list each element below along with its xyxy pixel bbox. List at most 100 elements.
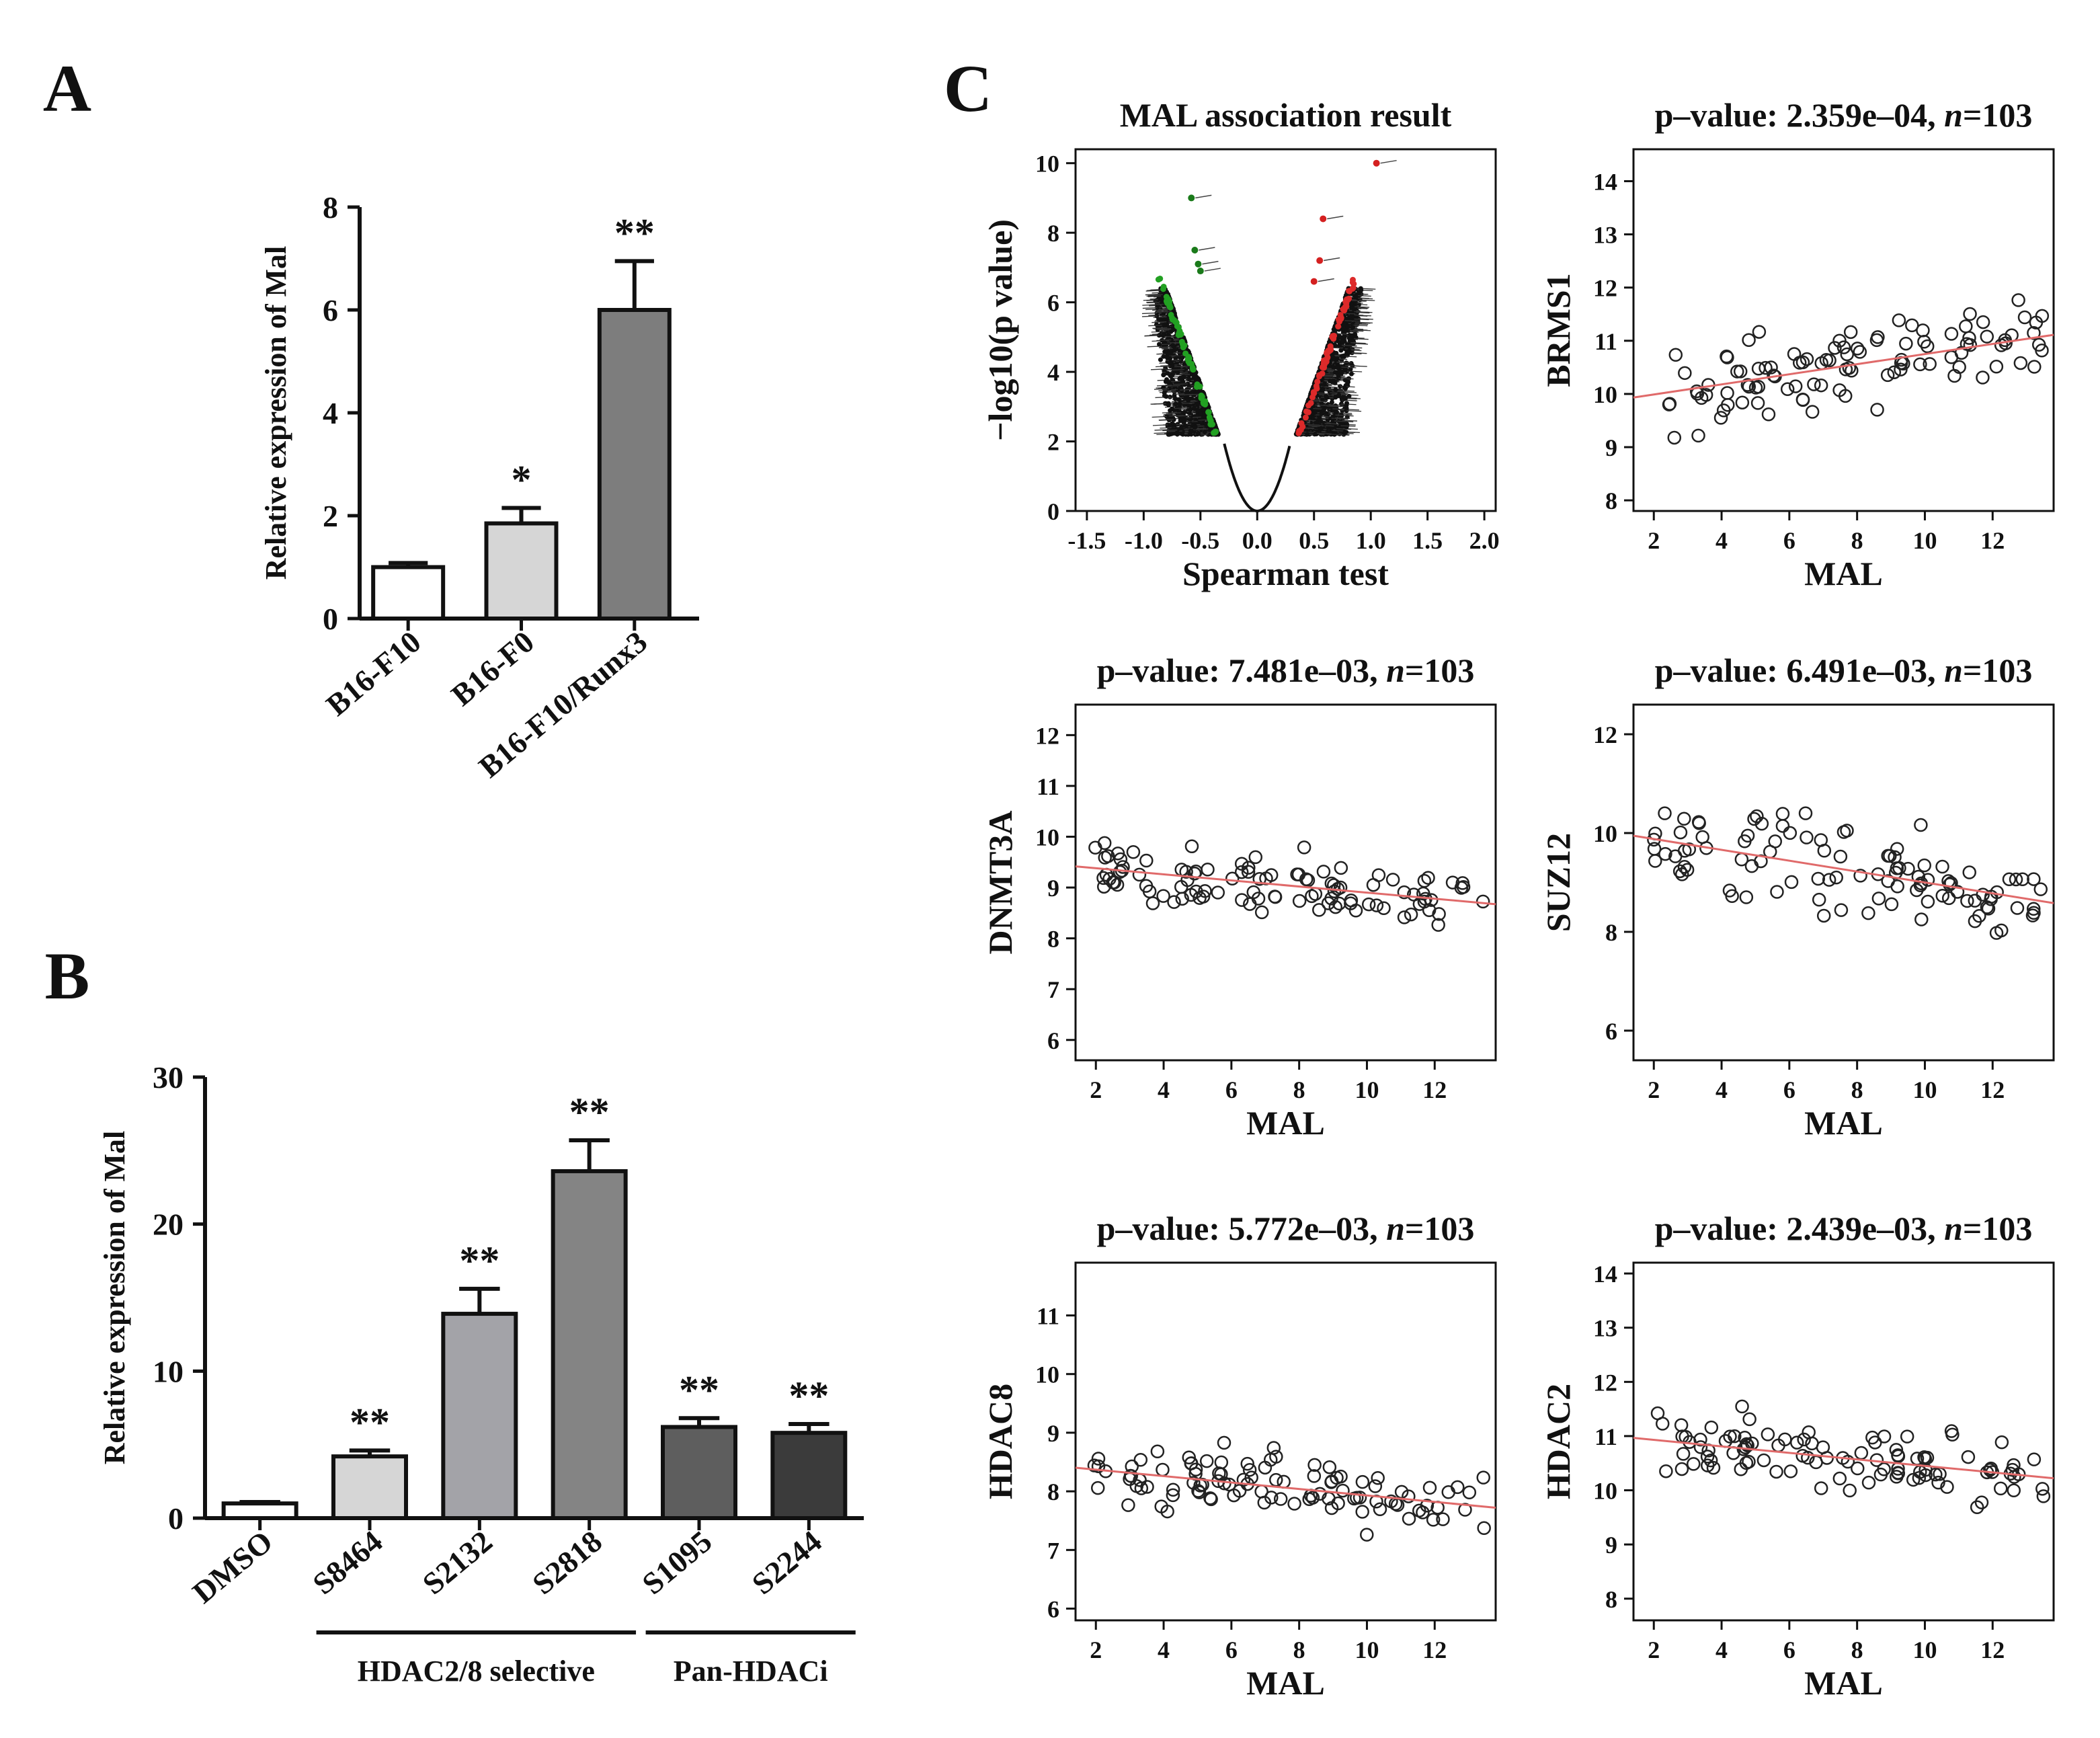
gene-label-stroke (1155, 365, 1171, 368)
data-point (1297, 840, 1311, 855)
data-point (1227, 1488, 1241, 1503)
scatter-plot-C-HDAC8: 2 4 6 8 10 12 6 7 8 9 10 11 p–value: 5.772e–03, n=10… (981, 1210, 1497, 1702)
data-point (1087, 1458, 1102, 1472)
regression-line (1633, 834, 2054, 904)
data-point (1910, 883, 1924, 898)
y-tick-label: 4 (323, 396, 338, 430)
gene-point (1175, 360, 1180, 365)
x-tick-label: -1.0 (1125, 527, 1163, 554)
scatter-plot-C-DNMT3A: 2 4 6 8 10 12 6 7 8 9 10 11 12 p–value: 7.481e–03, n=… (981, 651, 1497, 1142)
bar (484, 521, 559, 621)
data-point (1366, 877, 1381, 892)
top-gene-point (1191, 247, 1199, 254)
bar-chart-A: 0 2 4 6 8 Relative expression of Mal B16-F10 * B… (259, 190, 699, 784)
plot-title: p–value: 7.481e–03, n=103 (1097, 651, 1475, 689)
data-point (1851, 1461, 1865, 1476)
data-point (1720, 350, 1734, 364)
gene-point (1178, 418, 1183, 424)
gene-label-stroke (1336, 428, 1352, 430)
data-point (1417, 873, 1432, 888)
gene-point (1198, 411, 1203, 416)
gene-label-stroke (1352, 352, 1367, 354)
significant-gene-point (1319, 370, 1326, 377)
y-tick-label: 10 (1035, 1361, 1059, 1388)
significant-gene-point (1207, 416, 1213, 423)
plot-title: p–value: 2.359e–04, n=103 (1655, 96, 2033, 134)
gene-point (1203, 422, 1208, 427)
significant-gene-point (1296, 428, 1303, 434)
x-tick-label: 2 (1648, 1636, 1660, 1663)
data-point (1950, 885, 1965, 899)
plot-title: p–value: 6.491e–03, n=103 (1655, 651, 2033, 689)
data-point (1672, 864, 1687, 879)
gene-label-stroke (1316, 432, 1332, 435)
data-point (1436, 1512, 1450, 1526)
data-point (2013, 356, 2028, 370)
y-tick-label: 14 (1593, 1261, 1617, 1288)
data-point (1713, 411, 1728, 425)
title-pvalue: p–value: 2.439e–03, (1655, 1210, 1945, 1247)
data-point (1994, 338, 2009, 352)
gene-label-stroke (1152, 424, 1168, 426)
title-pvalue: p–value: 6.491e–03, (1655, 651, 1945, 689)
gene-label-stroke (1315, 404, 1330, 407)
gene-label-stroke (1341, 366, 1357, 368)
title-n: n (1944, 1210, 1963, 1247)
gene-point (1156, 342, 1162, 347)
data-point (2009, 872, 2023, 887)
data-point (2035, 309, 2050, 323)
data-point (1889, 1443, 1904, 1457)
data-point (1914, 818, 1928, 832)
data-point (1458, 1503, 1472, 1517)
y-tick-label: 13 (1593, 222, 1617, 249)
data-point (1788, 379, 1803, 393)
gene-label-stroke (1151, 403, 1166, 405)
x-tick-label: 10 (1912, 527, 1937, 554)
gene-point (1193, 375, 1198, 381)
y-tick-label: 20 (153, 1208, 184, 1242)
gene-point (1314, 420, 1320, 426)
gene-label-stroke (1152, 327, 1168, 329)
gene-point (1346, 350, 1352, 356)
data-point (1313, 1487, 1327, 1501)
data-point (1248, 850, 1263, 865)
significant-gene-point (1350, 280, 1357, 287)
gene-label-stroke (1186, 416, 1201, 418)
gene-label-stroke (1358, 297, 1373, 300)
y-tick-label: 6 (1047, 290, 1059, 317)
x-tick-label: 10 (1912, 1076, 1937, 1103)
gene-point (1172, 396, 1178, 401)
gene-point (1338, 348, 1344, 353)
data-point (1706, 1460, 1721, 1475)
data-point (1787, 347, 1802, 361)
gene-point (1305, 432, 1310, 437)
data-point (1961, 1450, 1976, 1464)
title-n-value: =103 (1405, 651, 1475, 689)
data-point (1935, 859, 1949, 874)
y-tick-label: 13 (1593, 1315, 1617, 1342)
data-point (1290, 867, 1304, 881)
gene-point (1202, 429, 1207, 434)
data-point (1307, 1458, 1322, 1472)
data-point (2027, 326, 2041, 340)
bar (770, 1431, 848, 1521)
y-axis-label: SUZ12 (1539, 833, 1577, 932)
gene-point (1164, 394, 1169, 399)
data-point (1126, 845, 1141, 859)
data-point (1264, 1491, 1279, 1505)
data-point (1894, 362, 1908, 377)
data-point (1150, 1444, 1165, 1459)
x-tick-label: 6 (1225, 1636, 1238, 1663)
data-point (1917, 335, 1931, 349)
y-tick-label: 11 (1037, 1302, 1059, 1329)
significant-gene-point (1307, 399, 1314, 406)
data-point (1243, 897, 1257, 911)
y-tick-label: 10 (1035, 151, 1059, 177)
data-point (1324, 1501, 1339, 1515)
data-point (1432, 907, 1446, 921)
y-tick-label: 10 (153, 1354, 184, 1388)
data-point (1770, 885, 1784, 899)
data-point (1814, 1481, 1828, 1495)
data-point (1742, 333, 1756, 347)
data-point (1735, 395, 1750, 409)
